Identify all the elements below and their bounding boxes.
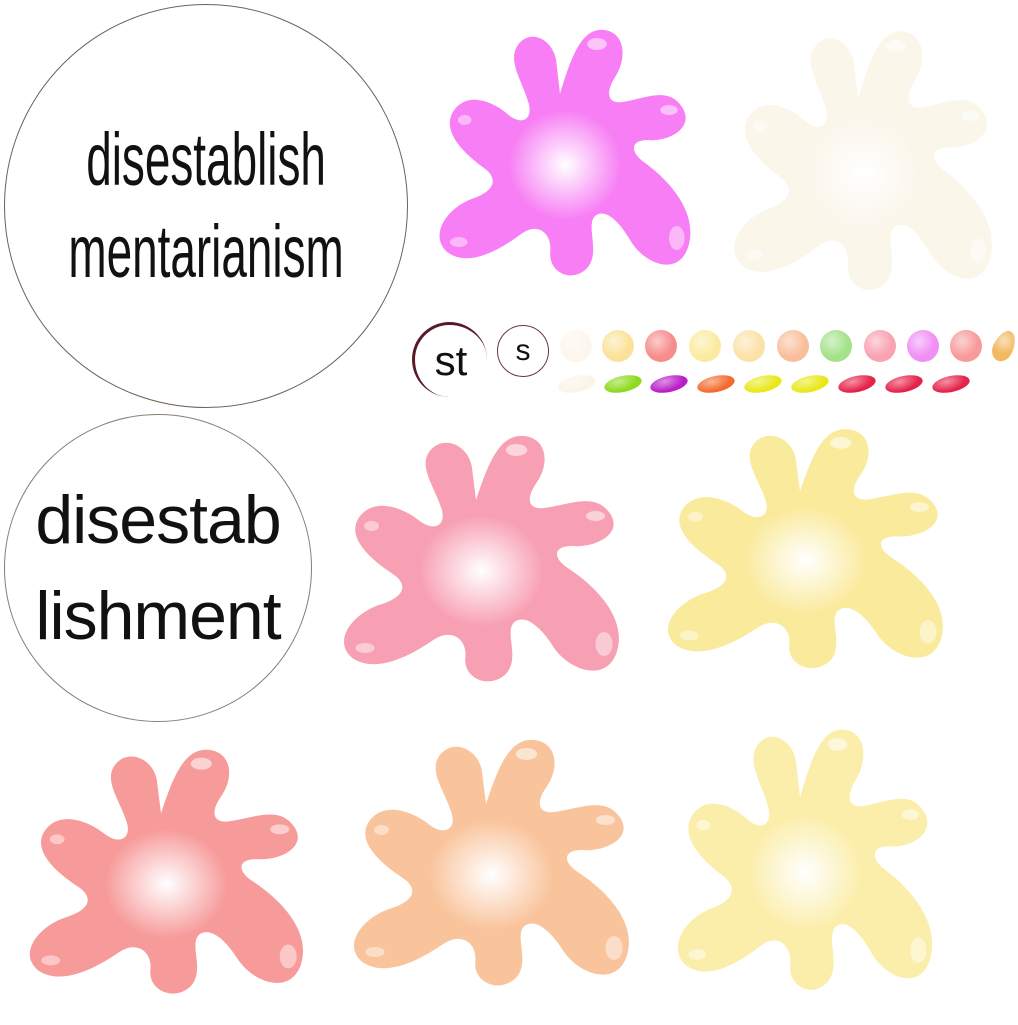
bubble-large-line-2: mentarianism	[68, 210, 344, 293]
bean-9[interactable]	[930, 372, 972, 396]
bubble-medium-line-1: disestab	[35, 482, 281, 558]
splat-peach-icon	[353, 739, 629, 986]
splat-tile-2[interactable]	[708, 2, 1008, 318]
orb-3[interactable]	[645, 330, 677, 362]
letter-bubble-medium[interactable]: disestab lishment	[4, 414, 312, 722]
small-bubble-s[interactable]: s	[497, 325, 549, 377]
splat-faded-cream-icon	[734, 31, 992, 290]
orb-6[interactable]	[777, 330, 809, 362]
splat-light-yellow-icon	[677, 729, 933, 990]
bubble-medium-line-2: lishment	[35, 578, 281, 654]
splat-tile-7[interactable]	[652, 700, 948, 1018]
orb-10[interactable]	[950, 330, 982, 362]
small-bubble-st[interactable]: st	[412, 322, 487, 397]
splat-coral-icon	[29, 749, 304, 994]
bean-8[interactable]	[883, 372, 925, 396]
splat-tile-3[interactable]	[316, 408, 636, 708]
splat-pink-icon	[343, 435, 619, 682]
bean-6[interactable]	[789, 372, 831, 396]
bubble-large-line-1: disestablish	[86, 118, 326, 201]
orb-7[interactable]	[820, 330, 852, 362]
orb-8[interactable]	[864, 330, 896, 362]
splat-tile-5[interactable]	[2, 722, 320, 1020]
splat-tile-4[interactable]	[640, 402, 960, 694]
splat-magenta-icon	[439, 29, 691, 276]
orb-2[interactable]	[602, 330, 634, 362]
splat-tile-6[interactable]	[326, 712, 646, 1012]
orb-5[interactable]	[733, 330, 765, 362]
bean-5[interactable]	[742, 372, 784, 396]
bean-7[interactable]	[836, 372, 878, 396]
bubble-large-text: disestablish mentarianism	[68, 114, 343, 298]
bean-3[interactable]	[648, 372, 690, 396]
splat-tile-1[interactable]	[414, 2, 706, 302]
orb-11[interactable]	[988, 327, 1018, 365]
orb-9[interactable]	[907, 330, 939, 362]
bean-1[interactable]	[556, 372, 598, 396]
orb-1[interactable]	[560, 330, 592, 362]
splat-pale-yellow-icon	[667, 429, 943, 669]
letter-bubble-large[interactable]: disestablish mentarianism	[4, 4, 408, 408]
bean-4[interactable]	[695, 372, 737, 396]
orb-4[interactable]	[689, 330, 721, 362]
bean-2[interactable]	[602, 372, 644, 396]
bubble-medium-text: disestab lishment	[35, 472, 281, 664]
